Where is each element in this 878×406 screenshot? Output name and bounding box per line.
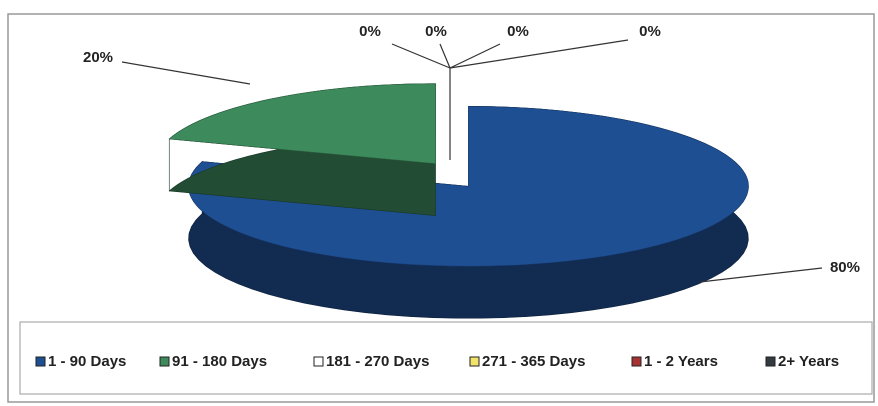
data-label: 20% <box>83 49 113 66</box>
pie-slice <box>188 106 749 267</box>
legend-label: 2+ Years <box>778 353 839 370</box>
data-label: 0% <box>425 23 447 40</box>
pie-slice <box>168 83 436 165</box>
data-label: 0% <box>359 23 381 40</box>
legend-swatch <box>313 356 324 367</box>
legend-swatch <box>159 356 170 367</box>
leader-line <box>449 43 501 69</box>
data-label: 0% <box>507 23 529 40</box>
legend-label: 91 - 180 Days <box>172 353 267 370</box>
legend-box <box>19 321 873 395</box>
leader-line <box>391 43 451 69</box>
leader-line <box>121 61 251 85</box>
legend-swatch <box>765 356 776 367</box>
legend-label: 1 - 2 Years <box>644 353 718 370</box>
data-label: 0% <box>639 23 661 40</box>
legend-label: 271 - 365 Days <box>482 353 585 370</box>
legend-swatch <box>631 356 642 367</box>
legend-label: 1 - 90 Days <box>48 353 126 370</box>
data-label: 80% <box>830 259 860 276</box>
leader-line <box>449 39 629 69</box>
legend-swatch <box>35 356 46 367</box>
leader-line <box>699 267 823 283</box>
leader-line <box>439 43 451 69</box>
legend-swatch <box>469 356 480 367</box>
legend-label: 181 - 270 Days <box>326 353 429 370</box>
